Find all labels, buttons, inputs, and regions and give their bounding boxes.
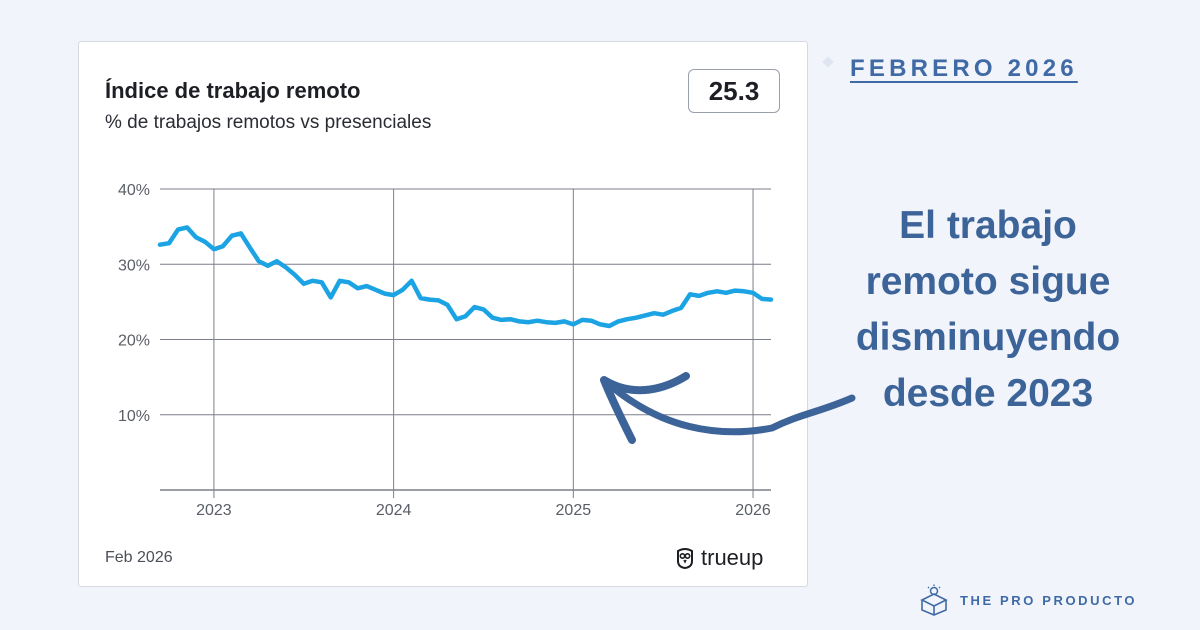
series-line-remote-index <box>157 225 774 329</box>
footer-brand-text: THE PRO PRODUCTO <box>960 592 1138 608</box>
y-tick-label: 30% <box>118 257 150 274</box>
footer-brand: THE PRO PRODUCTO <box>918 584 1137 616</box>
chart-title: Índice de trabajo remoto <box>105 78 361 103</box>
x-tick-label: 2023 <box>196 502 232 519</box>
x-tick-label: 2025 <box>556 502 592 519</box>
box-lightbulb-icon <box>920 584 948 616</box>
y-tick-label: 10% <box>118 408 150 425</box>
y-tick-label: 20% <box>118 333 150 350</box>
chart-card: Índice de trabajo remoto % de trabajos r… <box>78 41 808 587</box>
owl-icon <box>677 548 693 569</box>
brand-name: trueup <box>701 545 764 570</box>
tick-labels: 10% 20% 30% 40% 2023 2024 2025 2026 <box>118 182 771 519</box>
grid-lines <box>160 188 771 498</box>
current-value-badge: 25.3 <box>688 69 780 113</box>
x-tick-label: 2024 <box>376 502 412 519</box>
series-layer <box>157 225 774 329</box>
chart-date-label: Feb 2026 <box>105 549 173 566</box>
month-heading[interactable]: FEBRERO 2026 <box>850 55 1078 82</box>
headline: El trabajo remoto sigue disminuyendo des… <box>855 204 1121 415</box>
x-tick-label: 2026 <box>735 502 771 519</box>
chart-subtitle: % de trabajos remotos vs presenciales <box>105 112 432 133</box>
y-tick-label: 40% <box>118 182 150 199</box>
line-chart: 10% 20% 30% 40% 2023 2024 2025 2026 <box>118 182 774 519</box>
trueup-brand: trueup <box>675 545 763 571</box>
sparkle-icon <box>822 56 834 68</box>
